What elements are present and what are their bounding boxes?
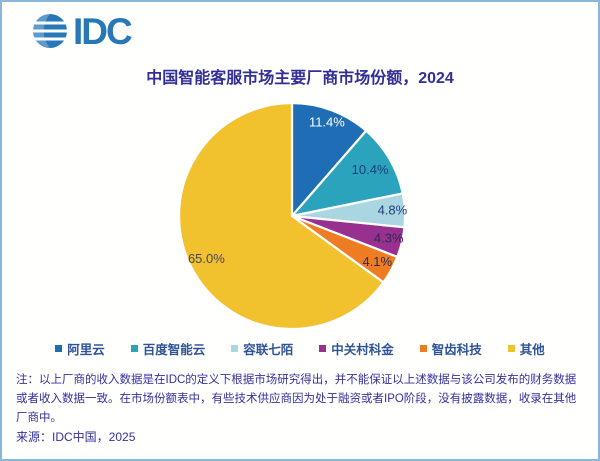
legend-label: 阿里云 <box>67 343 105 357</box>
legend-item-5: 智齿科技 <box>419 339 482 358</box>
chart-title: 中国智能客服市场主要厂商市场份额，2024 <box>146 70 454 87</box>
legend-label: 其他 <box>519 343 545 357</box>
pie-slice-1 <box>290 101 368 218</box>
legend-item-6: 其他 <box>507 339 545 358</box>
pie-slice-label-4: 4.3% <box>374 231 404 246</box>
legend-label: 容联七陌 <box>243 343 294 357</box>
pie-chart: 11.4% 10.4% 4.8% 4.3% 4.1% 65.0% <box>160 88 424 344</box>
pie-slice-label-6: 65.0% <box>188 251 225 266</box>
legend-item-1: 阿里云 <box>55 339 105 358</box>
pie-slice-2 <box>290 129 404 218</box>
legend-swatch-icon <box>55 345 63 352</box>
legend-label: 百度智能云 <box>142 343 206 357</box>
footnote: 注：以上厂商的收入数据是在IDC的定义下根据市场研究得出，并不能保证以上述数据与… <box>16 374 577 424</box>
pie-slice-label-5: 4.1% <box>362 254 392 269</box>
legend-item-2: 百度智能云 <box>130 339 206 358</box>
legend-label: 中关村科金 <box>331 343 394 357</box>
legend-label: 智齿科技 <box>431 343 482 357</box>
legend-item-4: 中关村科金 <box>319 339 394 358</box>
pie-slice-6 <box>177 101 385 331</box>
pie-slice-label-2: 10.4% <box>352 162 389 177</box>
globe-icon <box>31 14 69 48</box>
chart-legend: 阿里云 百度智能云 容联七陌 中关村科金 智齿科技 其他 <box>2 339 598 358</box>
pie-slice-label-1: 11.4% <box>309 114 345 129</box>
legend-item-3: 容联七陌 <box>231 339 293 358</box>
legend-swatch-icon <box>231 345 239 352</box>
legend-swatch-icon <box>419 345 427 352</box>
logo-text: IDC <box>73 10 133 52</box>
pie-slice-label-3: 4.8% <box>378 202 408 217</box>
legend-swatch-icon <box>319 345 327 352</box>
idc-logo: IDC <box>30 10 133 52</box>
source-line: 来源：IDC中国，2025 <box>16 430 136 444</box>
legend-swatch-icon <box>130 345 138 352</box>
legend-swatch-icon <box>507 345 515 352</box>
pie-svg: 11.4% 10.4% 4.8% 4.3% 4.1% 65.0% <box>177 101 408 331</box>
